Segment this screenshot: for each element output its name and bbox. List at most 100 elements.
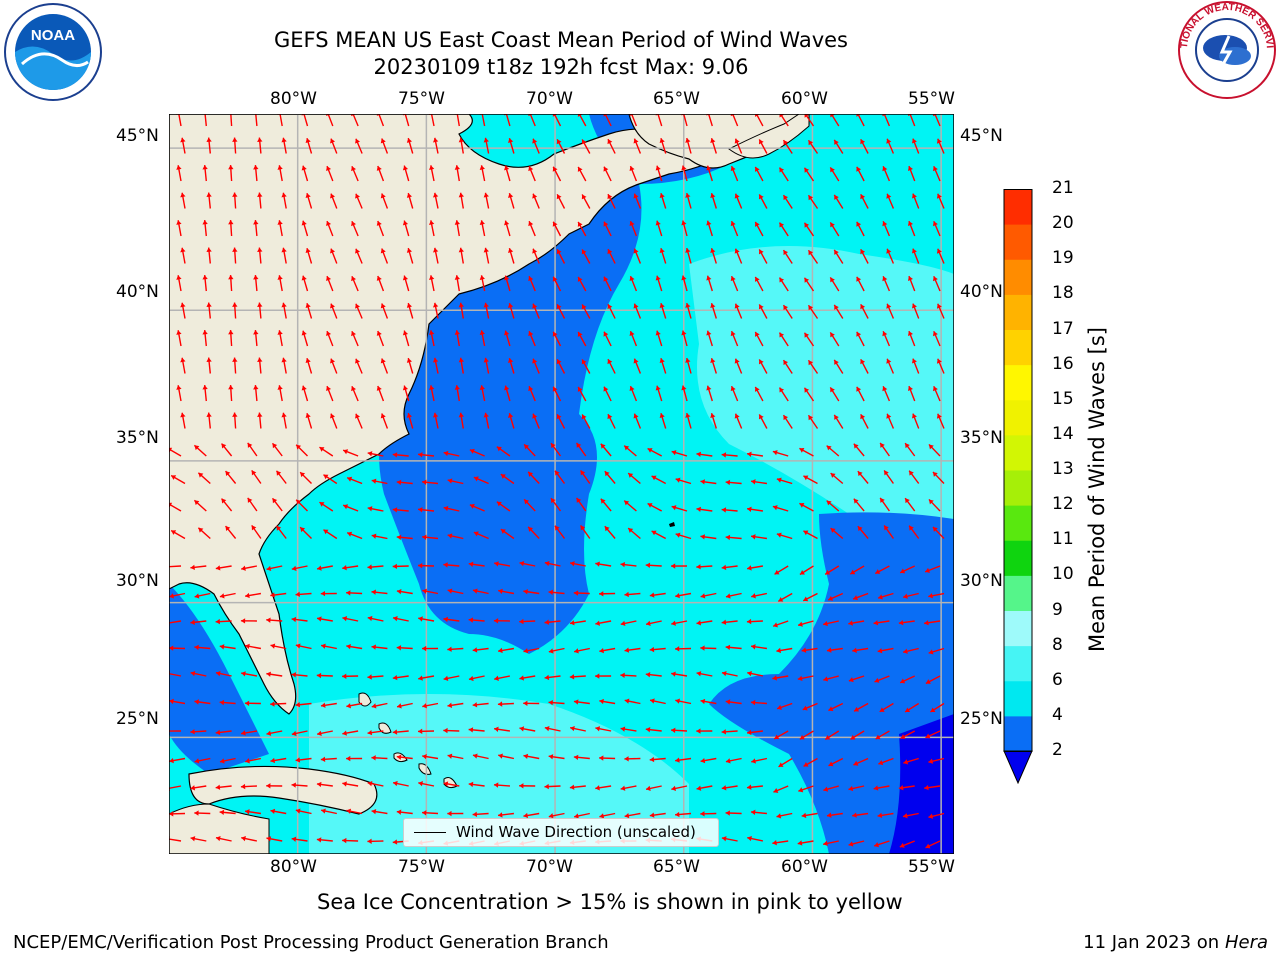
machine-name: Hera (1224, 932, 1268, 953)
wave-direction-arrowhead (808, 305, 814, 311)
wave-direction-arrowhead (911, 303, 917, 309)
wave-direction-arrowhead (629, 221, 635, 227)
wave-direction-arrowhead (225, 471, 231, 477)
wave-direction-arrowhead (747, 835, 752, 842)
wave-direction-arrowhead (624, 698, 630, 704)
wave-direction-arrowhead (180, 247, 186, 253)
wave-direction-arrowhead (194, 699, 199, 705)
wave-direction-arrowhead (406, 303, 413, 308)
wave-direction-arrowhead (898, 785, 904, 791)
wave-direction-arrowhead (649, 812, 655, 818)
wave-direction-arrowhead (779, 387, 785, 393)
wave-direction-arrowhead (469, 448, 475, 454)
wave-direction-arrowhead (801, 812, 807, 819)
wave-direction-arrowhead (830, 167, 835, 173)
colorbar-segment (1004, 434, 1032, 471)
wave-direction-arrowhead (392, 563, 398, 570)
wave-direction-arrowhead (253, 220, 259, 225)
colorbar-tick-label: 10 (1052, 564, 1074, 585)
wave-direction-arrowhead (706, 165, 712, 171)
wave-direction-arrowhead (581, 359, 587, 365)
colorbar-tick-label: 21 (1052, 178, 1074, 198)
wave-direction-arrowhead (803, 530, 809, 536)
wave-direction-arrowhead (433, 302, 439, 308)
wave-direction-arrowhead (270, 757, 276, 764)
wave-direction-arrow (204, 114, 207, 127)
wave-direction-arrowhead (429, 220, 435, 225)
wave-direction-arrowhead (874, 842, 880, 848)
wave-direction-arrowhead (468, 675, 474, 682)
wave-direction-arrowhead (853, 498, 859, 504)
wave-direction-arrowhead (774, 734, 780, 740)
wave-direction-arrowhead (422, 645, 427, 652)
run-date-prefix: 11 Jan 2023 on (1083, 932, 1225, 953)
wave-direction-arrowhead (498, 588, 503, 594)
wave-direction-arrow (255, 114, 258, 127)
wave-direction-arrowhead (367, 781, 373, 787)
wave-direction-arrowhead (219, 699, 225, 706)
wave-direction-arrowhead (321, 643, 326, 649)
wave-direction-arrowhead (305, 138, 311, 143)
wave-direction-arrowhead (330, 303, 336, 309)
wave-direction-arrowhead (245, 592, 250, 599)
wave-direction-arrowhead (925, 679, 931, 684)
wave-direction-arrowhead (498, 647, 503, 654)
wave-direction-arrowhead (190, 670, 196, 677)
wave-direction-arrowhead (834, 249, 839, 255)
wave-direction-arrowhead (599, 647, 604, 654)
wave-direction-arrowhead (300, 472, 306, 478)
wave-direction-arrowhead (907, 331, 913, 336)
wave-direction-arrow (657, 114, 663, 127)
wave-direction-arrowhead (671, 671, 676, 677)
svg-text:NOAA: NOAA (31, 27, 75, 44)
wave-direction-arrowhead (351, 276, 357, 282)
wave-direction-arrowhead (730, 221, 736, 227)
wave-direction-arrowhead (808, 140, 814, 146)
wave-direction-arrowhead (577, 386, 583, 392)
wave-direction-arrowhead (380, 248, 386, 254)
wave-direction-arrowhead (801, 647, 807, 653)
wave-direction-arrowhead (725, 810, 730, 816)
wave-direction-arrowhead (633, 413, 639, 419)
wave-direction-arrowhead (886, 413, 892, 419)
wave-direction-arrowhead (402, 330, 409, 336)
wave-direction-arrowhead (552, 331, 558, 337)
wave-direction-arrowhead (573, 754, 579, 761)
lat-label-left: 40°N (116, 282, 159, 302)
wave-direction-arrowhead (406, 138, 413, 143)
colorbar-segment (1004, 364, 1032, 401)
wave-direction-arrowhead (936, 248, 942, 254)
wave-direction-arrowhead (772, 675, 778, 681)
lon-label-top: 60°W (781, 89, 828, 109)
wave-direction-arrowhead (253, 275, 259, 280)
wave-direction-arrowhead (856, 331, 862, 337)
wave-direction-arrowhead (194, 758, 200, 764)
wave-direction-arrowhead (886, 303, 892, 309)
wave-direction-arrowhead (599, 591, 604, 597)
wave-direction-arrowhead (202, 275, 208, 280)
wave-direction-arrowhead (240, 783, 246, 790)
wave-direction-arrowhead (647, 503, 653, 508)
wave-direction-arrowhead (696, 506, 702, 513)
wave-direction-arrowhead (380, 303, 386, 309)
wave-direction-arrowhead (898, 619, 904, 626)
wave-direction-arrowhead (880, 442, 885, 448)
wave-direction-arrowhead (296, 499, 302, 505)
wave-direction-arrowhead (853, 595, 858, 601)
wave-direction-arrowhead (494, 726, 499, 732)
wave-direction-arrowhead (700, 534, 706, 540)
nws-logo: NATIONAL WEATHER SERVICE (1171, 0, 1279, 100)
colorbar-tick-label: 12 (1052, 494, 1074, 515)
wave-direction-arrow (169, 620, 182, 624)
wave-direction-arrowhead (291, 836, 297, 842)
wave-direction-arrowhead (646, 620, 651, 627)
wave-direction-arrowhead (528, 331, 534, 337)
wave-direction-arrowhead (519, 675, 525, 681)
wave-direction-arrowhead (751, 758, 756, 764)
wave-direction-arrowhead (301, 165, 307, 171)
wave-direction-arrowhead (305, 413, 311, 418)
wave-direction-arrowhead (710, 413, 716, 419)
wave-direction-arrow (169, 785, 182, 790)
wave-direction-arrowhead (650, 698, 655, 704)
wave-direction-arrowhead (573, 590, 579, 596)
